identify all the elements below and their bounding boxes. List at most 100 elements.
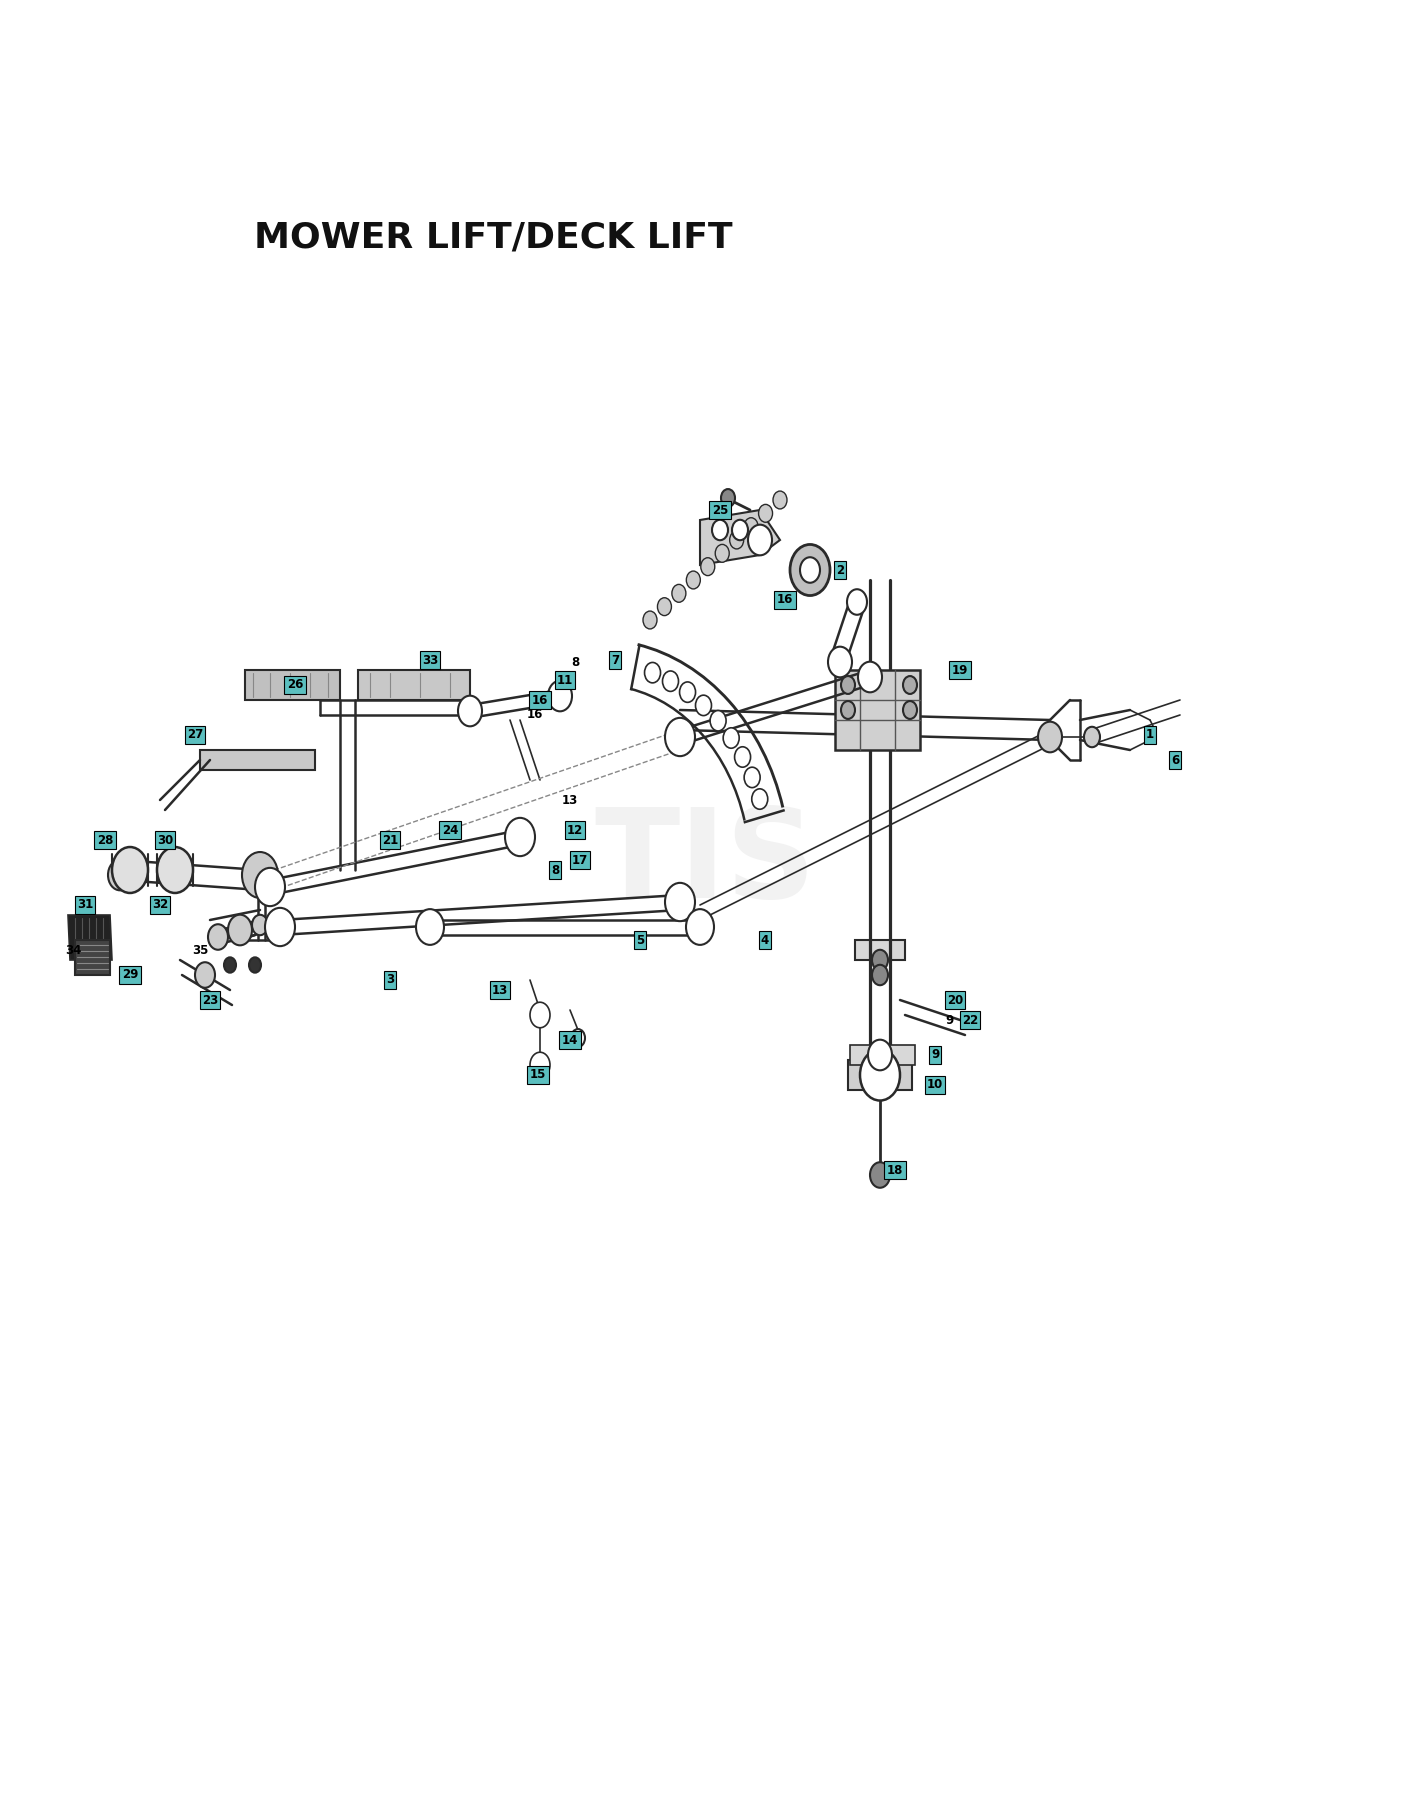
Polygon shape — [699, 509, 780, 565]
Circle shape — [680, 682, 695, 702]
Text: 5: 5 — [636, 934, 644, 947]
Text: 3: 3 — [386, 974, 393, 986]
FancyBboxPatch shape — [835, 670, 919, 751]
Circle shape — [902, 677, 916, 695]
Circle shape — [687, 571, 701, 589]
Text: 20: 20 — [948, 994, 963, 1006]
Circle shape — [902, 700, 916, 718]
Text: 6: 6 — [1170, 754, 1179, 767]
Text: 8: 8 — [571, 655, 580, 668]
Circle shape — [747, 524, 773, 556]
Circle shape — [548, 680, 572, 711]
Text: MOWER LIFT/DECK LIFT: MOWER LIFT/DECK LIFT — [254, 221, 733, 254]
Circle shape — [729, 531, 743, 549]
Circle shape — [799, 558, 821, 583]
Circle shape — [712, 520, 728, 540]
Text: 15: 15 — [530, 1069, 546, 1082]
FancyBboxPatch shape — [75, 940, 110, 976]
Text: 10: 10 — [926, 1078, 943, 1091]
Text: 31: 31 — [78, 898, 93, 911]
Text: 30: 30 — [157, 833, 173, 846]
Circle shape — [111, 848, 148, 893]
Circle shape — [773, 491, 787, 509]
Circle shape — [840, 677, 854, 695]
Circle shape — [752, 788, 768, 810]
Circle shape — [530, 1053, 550, 1078]
Circle shape — [644, 662, 660, 682]
Circle shape — [195, 963, 214, 988]
Text: 12: 12 — [567, 824, 584, 837]
FancyBboxPatch shape — [847, 1060, 912, 1091]
Circle shape — [505, 817, 534, 857]
Circle shape — [673, 585, 685, 603]
Circle shape — [157, 848, 193, 893]
Circle shape — [744, 518, 759, 536]
Text: TIS: TIS — [594, 803, 816, 925]
Text: 18: 18 — [887, 1163, 904, 1177]
Circle shape — [687, 909, 713, 945]
Text: 35: 35 — [192, 943, 209, 956]
Polygon shape — [68, 914, 111, 959]
Circle shape — [663, 671, 678, 691]
Circle shape — [828, 646, 852, 677]
Circle shape — [715, 544, 729, 562]
Circle shape — [871, 950, 888, 970]
Text: 9: 9 — [946, 1013, 955, 1026]
Text: 8: 8 — [551, 864, 560, 877]
Text: 32: 32 — [152, 898, 168, 911]
Circle shape — [109, 860, 133, 891]
Text: 28: 28 — [97, 833, 113, 846]
Text: 7: 7 — [611, 653, 619, 666]
Circle shape — [871, 965, 888, 985]
Circle shape — [860, 1049, 900, 1100]
Text: 14: 14 — [561, 1033, 578, 1046]
Circle shape — [847, 589, 867, 616]
Circle shape — [735, 747, 750, 767]
Text: 33: 33 — [422, 653, 439, 666]
Text: 16: 16 — [527, 709, 543, 722]
Circle shape — [859, 662, 883, 693]
Circle shape — [870, 1163, 890, 1188]
Text: 13: 13 — [492, 983, 508, 997]
Text: 24: 24 — [441, 824, 458, 837]
Circle shape — [209, 923, 228, 950]
Circle shape — [790, 544, 830, 596]
Text: 26: 26 — [286, 679, 303, 691]
Text: 9: 9 — [931, 1048, 939, 1062]
Circle shape — [1084, 727, 1100, 747]
Circle shape — [759, 504, 773, 522]
Text: 1: 1 — [1146, 729, 1153, 742]
Circle shape — [666, 882, 695, 922]
Circle shape — [265, 907, 295, 947]
Text: 29: 29 — [121, 968, 138, 981]
Circle shape — [255, 868, 285, 905]
Circle shape — [732, 520, 747, 540]
Text: 16: 16 — [532, 693, 548, 706]
Circle shape — [643, 610, 657, 628]
Text: 21: 21 — [382, 833, 398, 846]
FancyBboxPatch shape — [358, 670, 470, 700]
FancyBboxPatch shape — [854, 940, 905, 959]
Text: 22: 22 — [962, 1013, 979, 1026]
Text: 23: 23 — [202, 994, 219, 1006]
FancyBboxPatch shape — [245, 670, 340, 700]
Circle shape — [530, 1003, 550, 1028]
Circle shape — [744, 767, 760, 788]
Circle shape — [869, 1040, 893, 1071]
Circle shape — [721, 490, 735, 508]
FancyBboxPatch shape — [200, 751, 314, 770]
Text: 34: 34 — [65, 943, 82, 956]
Circle shape — [458, 695, 482, 727]
Text: 11: 11 — [557, 673, 572, 686]
Text: 13: 13 — [561, 794, 578, 806]
Circle shape — [228, 914, 252, 945]
Circle shape — [571, 1030, 585, 1048]
Circle shape — [666, 718, 695, 756]
Circle shape — [416, 909, 444, 945]
Circle shape — [657, 598, 671, 616]
Text: 4: 4 — [761, 934, 768, 947]
Circle shape — [224, 958, 235, 972]
Text: 27: 27 — [188, 729, 203, 742]
FancyBboxPatch shape — [850, 1046, 915, 1066]
Text: 25: 25 — [712, 504, 728, 517]
